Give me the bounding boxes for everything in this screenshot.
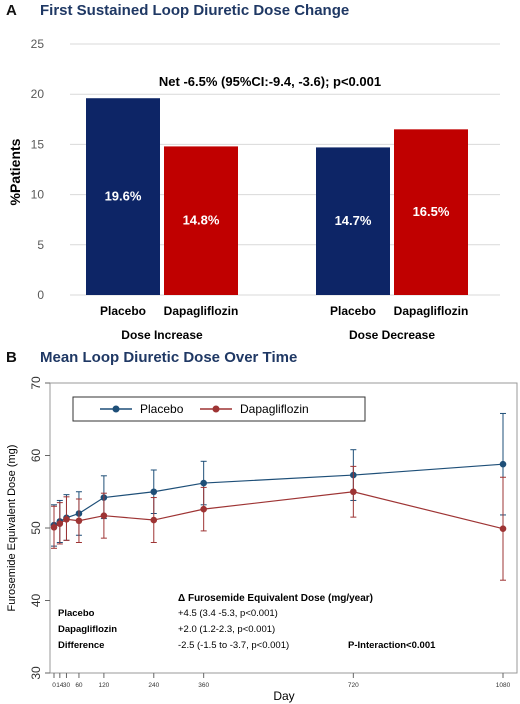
data-point-dapagliflozin [50, 523, 58, 531]
line-chart-x-tick-label: 720 [348, 682, 359, 689]
data-point-dapagliflozin [200, 505, 207, 513]
line-chart-y-tick-label: 40 [29, 594, 43, 608]
bar-group-label: Dose Decrease [349, 328, 435, 342]
series-placebo [50, 412, 507, 547]
line-chart-y-tick-label: 50 [29, 521, 43, 535]
bar-chart-y-tick-label: 5 [37, 238, 44, 252]
bar-chart-y-tick-label: 10 [31, 188, 45, 202]
bar-chart-ylabel: %Patients [7, 138, 23, 205]
bar-chart-y-ticks: 0 5 10 15 20 25 [31, 37, 45, 302]
bar-value-label: 19.6% [105, 189, 142, 204]
line-chart-x-ticks: 0 14 30 60 120 240 360 720 1080 [52, 673, 511, 689]
panel-b-title: Mean Loop Diuretic Dose Over Time [40, 349, 298, 366]
table-row-difference-value: -2.5 (-1.5 to -3.7, p<0.001) [178, 640, 289, 651]
bar-chart-category-labels: Placebo Dapagliflozin Placebo Dapagliflozin [100, 304, 468, 318]
line-chart-x-tick-label: 1080 [496, 682, 511, 689]
dose-change-bar-chart: 0 5 10 15 20 25 %Patients 19.6% 14.8% 14.7% 16.5… [7, 37, 500, 342]
bar-category-label: Dapagliflozin [394, 304, 469, 318]
bar-chart-value-labels: 19.6% 14.8% 14.7% 16.5% [105, 189, 450, 229]
bar-value-label: 14.7% [335, 213, 372, 228]
panel-a-title: First Sustained Loop Diuretic Dose Chang… [40, 2, 350, 19]
data-point-placebo [200, 479, 207, 487]
series-line-placebo [53, 463, 504, 526]
line-chart-plot-frame [49, 382, 518, 674]
bar-category-label: Dapagliflozin [164, 304, 239, 318]
bar-placebo-increase [86, 98, 160, 295]
bar-dapagliflozin-decrease [394, 129, 468, 295]
bar-chart-y-tick-label: 25 [31, 37, 45, 51]
bar-chart-y-tick-label: 20 [31, 87, 45, 101]
data-point-dapagliflozin [56, 520, 64, 527]
data-point-dapagliflozin [150, 516, 158, 524]
data-point-dapagliflozin [350, 488, 357, 496]
bar-category-label: Placebo [100, 304, 146, 318]
dose-change-table: Δ Furosemide Equivalent Dose (mg/year) P… [58, 593, 436, 651]
data-point-placebo [499, 460, 507, 468]
data-point-dapagliflozin [75, 517, 83, 525]
table-header: Δ Furosemide Equivalent Dose (mg/year) [178, 593, 373, 604]
bar-chart-y-tick-label: 15 [31, 137, 45, 151]
line-chart-x-tick-label: 0 [52, 682, 56, 689]
line-chart-y-tick-label: 70 [29, 376, 43, 390]
bar-dapagliflozin-increase [164, 146, 238, 295]
legend-placebo-label: Placebo [140, 402, 184, 416]
data-point-dapagliflozin [499, 525, 507, 533]
interaction-p-value: P-Interaction<0.001 [348, 640, 436, 651]
data-point-placebo [150, 488, 158, 496]
bar-placebo-decrease [316, 147, 390, 295]
legend-dapagliflozin-marker [212, 405, 220, 413]
bar-group-label: Dose Increase [121, 328, 203, 342]
line-chart-y-tick-label: 30 [29, 666, 43, 680]
bar-chart-group-labels: Dose Increase Dose Decrease [121, 328, 435, 342]
bar-value-label: 14.8% [183, 213, 220, 228]
net-difference-annotation: Net -6.5% (95%CI:-9.4, -3.6); p<0.001 [159, 74, 381, 89]
data-point-dapagliflozin [63, 516, 70, 523]
table-row-dapagliflozin-value: +2.0 (1.2-2.3, p<0.001) [178, 624, 275, 635]
bar-chart-y-tick-label: 0 [37, 288, 44, 302]
bar-chart-bars [86, 98, 468, 295]
line-chart-legend: Placebo Dapagliflozin [72, 396, 366, 422]
panel-a-letter: A [6, 2, 17, 19]
panel-b-letter: B [6, 349, 17, 366]
line-chart-y-tick-label: 60 [29, 449, 43, 463]
bar-category-label: Placebo [330, 304, 376, 318]
table-row-placebo-value: +4.5 (3.4 -5.3, p<0.001) [178, 608, 278, 619]
table-row-dapagliflozin-label: Dapagliflozin [58, 624, 117, 635]
line-chart-y-ticks: 30 40 50 60 70 [29, 376, 50, 680]
line-chart-ylabel: Furosemide Equivalent Dose (mg) [6, 445, 18, 612]
table-row-placebo-label: Placebo [58, 608, 95, 619]
legend-placebo-marker [112, 405, 120, 413]
legend-dapagliflozin-label: Dapagliflozin [240, 402, 309, 416]
line-chart-x-tick-label: 60 [75, 682, 83, 689]
series-dapagliflozin [50, 465, 507, 581]
line-chart-series [50, 412, 507, 581]
line-chart-x-tick-label: 240 [148, 682, 159, 689]
line-chart-x-tick-label: 360 [198, 682, 209, 689]
line-chart-xlabel: Day [273, 689, 294, 703]
bar-value-label: 16.5% [413, 204, 450, 219]
table-row-difference-label: Difference [58, 640, 104, 651]
line-chart-x-tick-label: 120 [98, 682, 109, 689]
data-point-dapagliflozin [100, 512, 108, 519]
line-chart-x-tick-label: 14 [56, 682, 64, 689]
series-line-dapagliflozin [53, 491, 504, 530]
line-chart-x-tick-label: 30 [63, 682, 71, 689]
